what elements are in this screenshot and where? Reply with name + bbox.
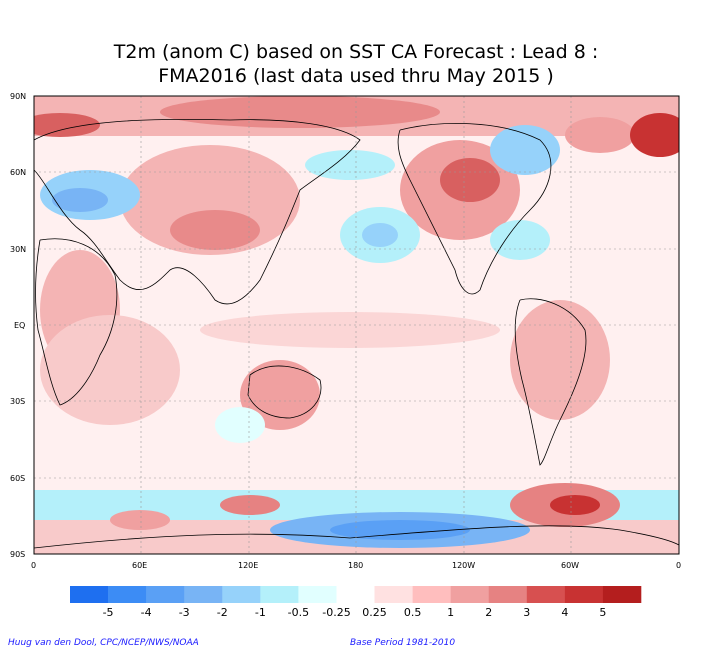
footer-credit: Huug van den Dool, CPC/NCEP/NWS/NOAA xyxy=(8,638,199,648)
colorbar-label: -2 xyxy=(217,606,228,619)
colorbar-swatch xyxy=(450,586,490,603)
colorbar-swatch xyxy=(374,586,413,603)
lon-label-0-right: 0 xyxy=(676,561,681,570)
anomaly-atlantic-cool xyxy=(490,220,550,260)
anomaly-siberia-warm xyxy=(160,96,440,128)
colorbar-swatch xyxy=(564,586,604,603)
anomaly-equatorial-warm xyxy=(200,312,500,348)
coastlines xyxy=(34,118,679,549)
colorbar-swatch xyxy=(336,586,375,603)
colorbar-label: -3 xyxy=(179,606,190,619)
anomaly-antarctic-colder xyxy=(330,520,470,540)
colorbar-labels: -5 -4 -3 -2 -1 -0.5 -0.25 0.25 0.5 1 2 3 4 5 xyxy=(103,606,607,619)
anomaly-north-pacific-cold xyxy=(362,223,398,247)
latitude-labels: 90N 60N 30N EQ 30S 60S 90S xyxy=(10,92,26,559)
anomaly-canada-cool xyxy=(490,125,560,175)
anomaly-north-america-hot xyxy=(440,158,500,202)
colorbar-swatch xyxy=(488,586,528,603)
colorbar-swatch xyxy=(298,586,337,603)
lat-label-eq: EQ xyxy=(14,321,25,330)
lon-label-180: 180 xyxy=(348,561,363,570)
graticule xyxy=(34,96,679,554)
colorbar-label: 5 xyxy=(599,606,606,619)
colorbar-label: -0.5 xyxy=(288,606,309,619)
anomaly-east-asia-cool xyxy=(305,150,395,180)
colorbar-label: 2 xyxy=(485,606,492,619)
title-line-2: FMA2016 (last data used thru May 2015 ) xyxy=(158,65,554,87)
anomaly-africa-warm xyxy=(40,315,180,425)
colorbar-label: -5 xyxy=(103,606,114,619)
colorbar-label: 1 xyxy=(447,606,454,619)
colorbar-label: 0.5 xyxy=(404,606,422,619)
lat-label-90s: 90S xyxy=(10,550,25,559)
anomaly-australia-warm xyxy=(240,360,320,430)
anomaly-asia-warm-core xyxy=(170,210,260,250)
lon-label-120e: 120E xyxy=(238,561,258,570)
longitude-labels: 0 60E 120E 180 120W 60W 0 xyxy=(31,561,681,570)
footer-base-period: Base Period 1981-2010 xyxy=(350,638,456,648)
anomaly-arctic-hot xyxy=(630,113,679,157)
lon-label-0-left: 0 xyxy=(31,561,36,570)
anomaly-antarctic-peninsula-hot xyxy=(550,495,600,515)
lon-label-120w: 120W xyxy=(452,561,475,570)
lon-label-60w: 60W xyxy=(561,561,579,570)
lat-label-30s: 30S xyxy=(10,397,25,406)
anomaly-south-america-warm xyxy=(510,300,610,420)
colorbar-swatch xyxy=(222,586,261,603)
colorbar-swatch xyxy=(526,586,566,603)
colorbar-label: -0.25 xyxy=(322,606,350,619)
anomaly-south-indian-cool xyxy=(215,407,265,443)
lat-label-90n: 90N xyxy=(10,92,26,101)
anomaly-east-antarctic-warm xyxy=(220,495,280,515)
colorbar-swatch xyxy=(70,586,109,603)
anomaly-field xyxy=(34,96,679,554)
anomaly-europe-warm xyxy=(34,113,100,137)
colorbar-swatch xyxy=(108,586,147,603)
colorbar-label: -4 xyxy=(141,606,152,619)
anomaly-greenland-warm xyxy=(565,117,635,153)
colorbar-swatch xyxy=(146,586,185,603)
colorbar-swatch xyxy=(260,586,299,603)
anomaly-europe-cold xyxy=(52,188,108,212)
colorbar-label: 0.25 xyxy=(362,606,387,619)
title-line-1: T2m (anom C) based on SST CA Forecast : … xyxy=(113,41,599,63)
colorbar-swatch xyxy=(412,586,451,603)
colorbar-swatch xyxy=(184,586,223,603)
colorbar-swatch xyxy=(602,586,642,603)
lat-label-60s: 60S xyxy=(10,474,25,483)
colorbar-label: -1 xyxy=(255,606,266,619)
colorbar-label: 3 xyxy=(523,606,530,619)
map-title: T2m (anom C) based on SST CA Forecast : … xyxy=(0,40,712,88)
lat-label-60n: 60N xyxy=(10,168,26,177)
colorbar-label: 4 xyxy=(561,606,568,619)
anomaly-east-antarctic-warm-2 xyxy=(110,510,170,530)
colorbar xyxy=(70,586,642,603)
map-frame xyxy=(33,95,680,555)
lon-label-60e: 60E xyxy=(132,561,147,570)
lat-label-30n: 30N xyxy=(10,245,26,254)
